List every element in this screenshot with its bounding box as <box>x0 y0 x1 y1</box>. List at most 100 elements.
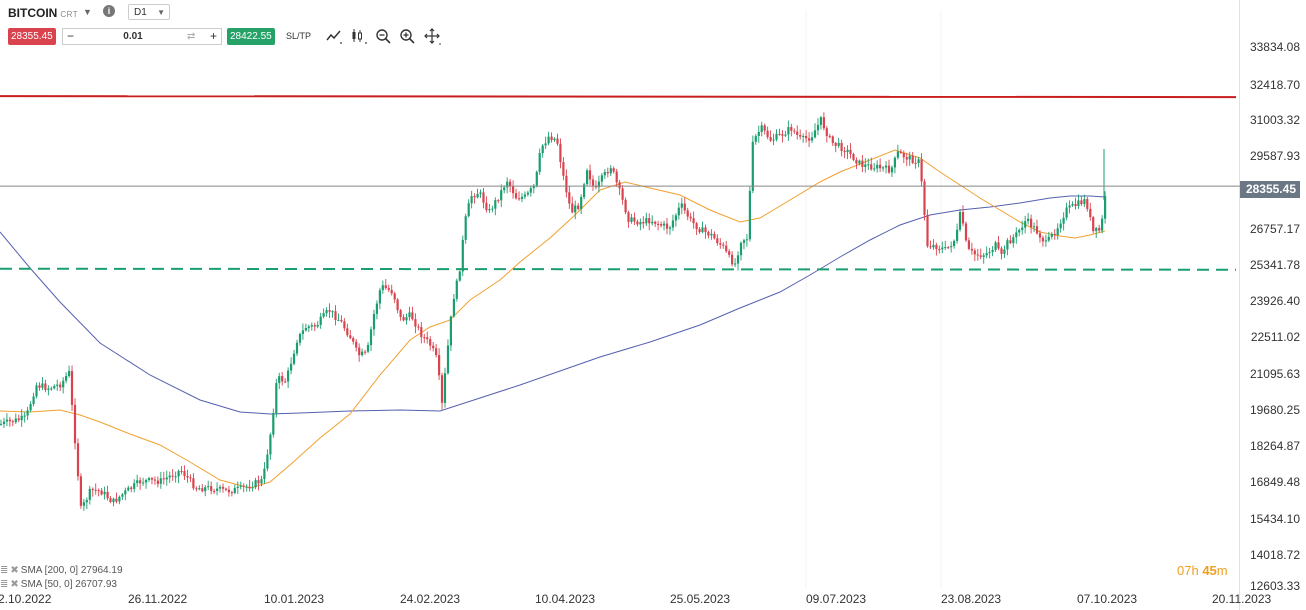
candle-body <box>506 181 509 188</box>
candle-body <box>399 310 402 317</box>
zoom-in-icon[interactable] <box>398 27 416 45</box>
candle-body <box>76 443 80 477</box>
candle-body <box>174 476 177 478</box>
swap-icon[interactable]: ⇄ <box>187 31 196 42</box>
candle-body <box>38 385 41 388</box>
candle-body <box>1056 228 1059 236</box>
candle-body <box>440 375 444 403</box>
candle-body <box>562 162 565 176</box>
candle-body <box>349 335 352 339</box>
candle-body <box>0 423 3 425</box>
price-tick-label: 31003.32 <box>1249 113 1300 127</box>
candle-body <box>29 404 32 411</box>
info-icon[interactable]: i <box>103 5 115 17</box>
candle-body <box>210 486 213 491</box>
date-tick-label: 09.07.2023 <box>806 592 867 606</box>
legend-menu-icon[interactable]: ≣ <box>0 565 9 576</box>
remove-indicator-icon[interactable]: ✖ <box>10 565 19 576</box>
timeframe-select[interactable]: D1 ▼ <box>128 4 170 20</box>
sma-50-legend[interactable]: ≣ ✖ SMA [50, 0] 26707.93 <box>0 579 117 590</box>
candle-body <box>455 280 458 299</box>
quantity-decrease-button[interactable]: − <box>67 29 75 43</box>
candle-body <box>586 170 589 185</box>
candle-body <box>855 159 858 164</box>
candle-body <box>849 149 852 154</box>
candle-body <box>325 310 328 314</box>
candle-body <box>677 207 680 216</box>
candle-body <box>378 290 381 304</box>
candle-body <box>328 310 331 312</box>
candle-body <box>882 167 885 169</box>
candle-body <box>920 159 923 182</box>
candle-body <box>59 384 62 388</box>
candle-body <box>310 325 313 327</box>
candle-body <box>870 164 873 170</box>
zoom-out-icon[interactable] <box>374 27 392 45</box>
sma-200-legend[interactable]: ≣ ✖ SMA [200, 0] 27964.19 <box>0 565 123 576</box>
candle-body <box>488 209 491 211</box>
candle-body <box>574 205 577 213</box>
candle-body <box>340 319 343 322</box>
candle-body <box>956 229 959 241</box>
candles-icon[interactable] <box>350 27 368 45</box>
buy-price-button[interactable]: 28422.55 <box>227 28 275 45</box>
current-price-label: 28355.45 <box>1240 181 1300 198</box>
candle-body <box>1101 218 1104 231</box>
candle-body <box>583 184 586 198</box>
candle-body <box>281 376 284 382</box>
candle-body <box>861 160 864 167</box>
price-tick-label: 12603.33 <box>1249 579 1300 593</box>
candle-body <box>917 159 920 164</box>
candle-body <box>899 151 902 153</box>
candle-body <box>778 133 781 135</box>
candle-body <box>541 145 544 154</box>
candle-body <box>411 312 414 320</box>
candle-body <box>1083 199 1086 205</box>
candle-body <box>216 488 219 491</box>
candle-body <box>426 337 429 340</box>
candle-body <box>91 488 94 490</box>
candle-body <box>609 168 612 174</box>
candle-body <box>56 384 59 386</box>
timeframe-value: D1 <box>134 7 147 18</box>
legend-menu-icon[interactable]: ≣ <box>0 579 9 590</box>
candle-body <box>828 136 831 138</box>
candle-body <box>482 192 485 203</box>
candle-body <box>290 363 293 371</box>
candle-body <box>159 478 162 484</box>
price-chart[interactable] <box>0 0 1240 610</box>
sell-price-button[interactable]: 28355.45 <box>8 28 56 45</box>
candle-body <box>550 136 553 141</box>
candle-body <box>70 371 74 405</box>
candle-body <box>837 142 840 146</box>
quantity-input[interactable]: 0.01 <box>123 31 143 42</box>
candle-body <box>292 353 296 364</box>
chevron-down-icon: ▼ <box>157 8 165 17</box>
candle-body <box>787 127 790 135</box>
candle-body <box>218 486 222 489</box>
symbol-name[interactable]: BITCOIN CRT <box>8 6 79 20</box>
candle-body <box>701 227 704 233</box>
candle-body <box>121 494 124 497</box>
candle-body <box>446 345 450 374</box>
candle-body <box>1021 227 1024 230</box>
crosshair-icon[interactable] <box>423 27 441 45</box>
sl-tp-button[interactable]: SL/TP <box>286 31 312 41</box>
candle-body <box>245 486 248 488</box>
quantity-increase-button[interactable]: + <box>209 29 217 43</box>
line-chart-icon[interactable] <box>325 27 343 45</box>
candle-body <box>109 498 112 502</box>
quantity-stepper[interactable]: − 0.01 ⇄ + <box>62 28 222 45</box>
candle-body <box>810 137 814 141</box>
candle-body <box>1012 237 1015 244</box>
remove-indicator-icon[interactable]: ✖ <box>10 579 19 590</box>
candle-body <box>1030 218 1033 228</box>
candle-body <box>754 136 757 142</box>
candle-body <box>784 134 787 136</box>
candle-body <box>967 240 970 249</box>
candle-body <box>1068 205 1071 208</box>
candle-body <box>876 164 879 169</box>
candle-body <box>1044 240 1047 242</box>
candle-body <box>20 415 23 421</box>
symbol-dropdown-icon[interactable]: ▼ <box>83 7 92 17</box>
